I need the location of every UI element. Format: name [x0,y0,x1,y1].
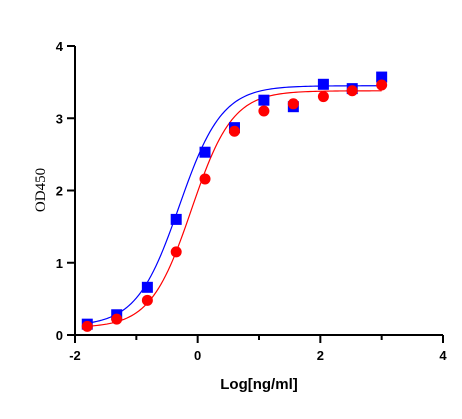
data-point-square [376,71,388,83]
data-points [81,71,388,332]
axes [74,46,443,336]
data-point-circle [346,85,358,97]
data-point-circle [81,320,93,332]
data-point-circle [376,79,388,91]
x-tick-label: 2 [317,348,324,363]
x-ticks: -2 0 2 4 [69,335,447,363]
data-point-square [317,78,329,90]
data-point-square [258,94,270,106]
y-ticks: 0 1 2 3 4 [56,39,75,343]
fit-curves [87,85,382,327]
y-tick-label: 1 [56,256,63,271]
x-axis-label: Log[ng/ml] [220,376,297,393]
fit-curve-1 [87,85,382,324]
y-axis-label: OD450 [33,168,49,212]
data-point-circle [228,125,240,137]
y-tick-label: 0 [56,328,63,343]
data-point-square [199,146,211,158]
y-tick-label: 4 [56,39,64,54]
x-tick-label: 4 [439,348,447,363]
data-point-square [141,281,153,293]
y-tick-label: 3 [56,111,63,126]
data-point-circle [199,173,211,185]
data-point-circle [141,294,153,306]
data-point-circle [170,246,182,258]
fit-curve-2 [87,90,382,327]
x-tick-label: -2 [69,348,81,363]
data-point-circle [287,98,299,110]
x-tick-label: 0 [194,348,201,363]
data-point-circle [111,313,123,325]
y-tick-label: 2 [56,184,63,199]
data-point-circle [258,105,270,117]
data-point-circle [317,91,329,103]
data-point-square [170,213,182,225]
